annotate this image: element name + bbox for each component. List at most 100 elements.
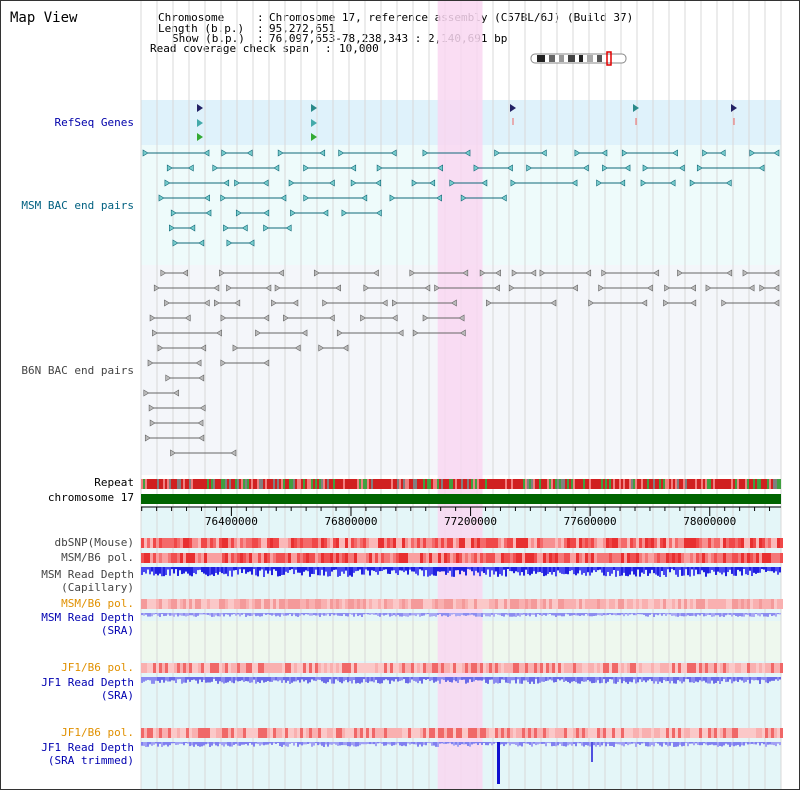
jf1-depth-trim-bar — [739, 742, 741, 747]
repeat-feature — [275, 479, 277, 489]
repeat-feature — [749, 479, 751, 489]
jf1-depth-sra-bar — [417, 677, 419, 684]
dbsnp-feature — [276, 538, 279, 548]
jf1-b6-pol-feature — [732, 663, 735, 673]
msm-depth-cap-bar — [275, 567, 277, 571]
jf1-depth-trim-bar — [409, 742, 411, 745]
jf1-depth-sra-bar — [559, 677, 561, 681]
msm-depth-sra-bar — [237, 613, 239, 615]
msm-bac-end — [273, 164, 280, 172]
repeat-feature — [739, 479, 741, 489]
msm-b6-pol-sra-feature — [147, 599, 150, 609]
msm-depth-cap-bar — [413, 567, 415, 572]
repeat-feature — [617, 479, 619, 489]
msm-b6-pol-feature — [669, 553, 672, 563]
jf1-depth-sra-bar — [631, 677, 633, 683]
jf1-depth-trim-bar — [459, 742, 461, 746]
msm-depth-sra-bar — [401, 613, 403, 617]
msm-b6-pol-feature — [153, 553, 156, 563]
msm-depth-sra-bar — [557, 613, 559, 616]
msm-b6-pol-feature — [750, 553, 753, 563]
msm-depth-sra-bar — [159, 613, 161, 617]
jf1-depth-trim-bar — [345, 742, 347, 746]
jf1-depth-sra-bar — [279, 677, 281, 681]
dbsnp-feature — [210, 538, 213, 548]
jf1-b6-pol-feature — [582, 663, 585, 673]
msm-depth-cap-bar — [433, 567, 435, 576]
msm-depth-cap-bar — [195, 567, 197, 575]
repeat-feature — [207, 479, 209, 489]
jf1-b6-pol-feature — [285, 663, 288, 673]
dbsnp-feature — [546, 538, 549, 548]
jf1-b6-pol-feature — [729, 663, 732, 673]
repeat-feature — [769, 479, 771, 489]
b6n-bac-end — [148, 404, 155, 412]
msm-bac-end — [749, 149, 756, 157]
dbsnp-feature — [708, 538, 711, 548]
msm-b6-pol-sra-feature — [246, 599, 249, 609]
jf1-b6-pol-2-feature — [270, 728, 273, 738]
msm-depth-sra-bar — [479, 613, 481, 617]
msm-depth-cap-bar — [559, 567, 561, 573]
msm-depth-sra-bar — [417, 613, 419, 615]
jf1-b6-pol-feature — [687, 663, 690, 673]
msm-depth-cap-bar — [743, 567, 745, 570]
jf1-depth-trim-bar — [473, 742, 475, 744]
repeat-feature — [533, 479, 535, 489]
msm-depth-sra-bar — [545, 613, 547, 616]
msm-b6-pol-feature — [207, 553, 210, 563]
msm-b6-pol-sra-feature — [570, 599, 573, 609]
repeat-feature — [239, 479, 241, 489]
msm-bac-end — [602, 164, 609, 172]
msm-b6-pol-sra-feature — [285, 599, 288, 609]
repeat-feature — [685, 479, 687, 489]
msm-bac-end — [526, 164, 533, 172]
msm-b6-pol-sra-feature — [165, 599, 168, 609]
msm-bac-end — [328, 179, 335, 187]
repeat-feature — [631, 479, 633, 489]
msm-depth-cap-bar — [489, 567, 491, 577]
jf1-b6-pol-2-feature — [567, 728, 570, 738]
track-label-msm-depth-cap-sub: (Capillary) — [61, 581, 134, 594]
msm-depth-sra-bar — [621, 613, 623, 615]
msm-depth-cap-bar — [329, 567, 331, 577]
jf1-depth-trim-bar — [385, 742, 387, 746]
msm-depth-cap-bar — [635, 567, 637, 577]
msm-depth-sra-bar — [143, 613, 145, 616]
jf1-depth-trim-bar — [547, 742, 549, 744]
repeat-feature — [611, 479, 613, 489]
msm-depth-sra-bar — [193, 613, 195, 617]
dbsnp-feature — [180, 538, 183, 548]
msm-b6-pol-sra-feature — [174, 599, 177, 609]
jf1-depth-sra-bar — [539, 677, 541, 683]
track-label-jf1-depth-sra: JF1 Read Depth — [41, 676, 134, 689]
msm-depth-cap-bar — [689, 567, 691, 577]
jf1-b6-pol-feature — [747, 663, 750, 673]
jf1-b6-pol-feature — [288, 663, 291, 673]
msm-b6-pol-sra-feature — [144, 599, 147, 609]
msm-depth-sra-bar — [641, 613, 643, 615]
msm-depth-cap-bar — [731, 567, 733, 574]
msm-depth-sra-bar — [525, 613, 527, 616]
jf1-depth-sra-bar — [463, 677, 465, 680]
b6n-bac-end — [220, 314, 227, 322]
msm-depth-cap-bar — [493, 567, 495, 575]
b6n-bac-end — [511, 269, 518, 277]
msm-bac-end — [280, 194, 287, 202]
jf1-depth-trim-bar — [455, 742, 457, 745]
msm-b6-pol-feature — [732, 553, 735, 563]
msm-depth-cap-bar — [681, 567, 683, 576]
msm-b6-pol-feature — [639, 553, 642, 563]
msm-bac-end — [204, 194, 210, 202]
jf1-b6-pol-2-feature — [402, 728, 405, 738]
jf1-depth-sra-bar — [337, 677, 339, 681]
msm-b6-pol-feature — [255, 553, 258, 563]
msm-b6-pol-feature — [531, 553, 534, 563]
jf1-depth-trim-bar — [753, 742, 755, 745]
msm-b6-pol-sra-feature — [579, 599, 582, 609]
msm-depth-sra-bar — [325, 613, 327, 616]
msm-b6-pol-sra-feature — [483, 599, 486, 609]
jf1-depth-trim-bar — [771, 742, 773, 745]
msm-b6-pol-feature — [480, 553, 483, 563]
